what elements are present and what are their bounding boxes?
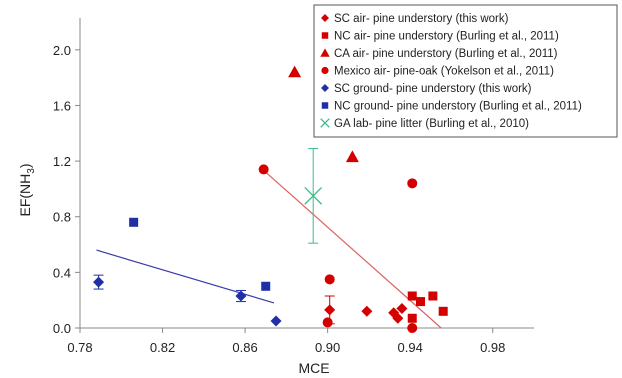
data-point: NC air- pine understory (Burling et al.,… (407, 313, 417, 323)
legend-marker (321, 84, 329, 92)
y-tick-label: 0.4 (53, 265, 71, 280)
data-point: NC ground- pine understory (Burling et a… (261, 281, 271, 291)
data-point: CA air- pine understory (Burling et al.,… (345, 150, 359, 163)
trendline (265, 171, 442, 329)
data-point: SC ground- pine understory (this work) (235, 290, 247, 302)
data-marks: SC air- pine understory (this work)SC ai… (93, 65, 448, 333)
x-tick-label: 0.86 (232, 340, 257, 355)
y-tick-label: 0.0 (53, 321, 71, 336)
data-point: Mexico air- pine-oak (Yokelson et al., 2… (258, 164, 269, 175)
y-axis-title-close: ) (17, 163, 33, 168)
y-tick-label: 1.2 (53, 154, 71, 169)
legend: SC air- pine understory (this work) NC ai… (313, 4, 618, 138)
data-point: GA lab- pine litter (Burling et al., 201… (304, 187, 323, 205)
y-axis-title-subscript: 3 (26, 168, 37, 174)
axes: 0.78 0.82 0.86 0.90 0.94 0.98 0.0 0.4 0.8 1.2 1.6 2… (53, 18, 534, 355)
y-axis-title: EF(NH3) (17, 163, 37, 216)
data-point: NC air- pine understory (Burling et al.,… (438, 306, 448, 316)
legend-label: SC air- pine understory (this work) (334, 13, 509, 25)
legend-marker (321, 32, 329, 39)
legend-marker (321, 66, 329, 75)
data-point: NC air- pine understory (Burling et al.,… (428, 291, 438, 301)
x-axis-title: MCE (298, 360, 329, 376)
data-point: Mexico air- pine-oak (Yokelson et al., 2… (407, 178, 418, 189)
legend-marker (321, 102, 329, 109)
legend-box (313, 4, 618, 138)
legend-marker (321, 14, 329, 22)
x-tick-label: 0.78 (67, 340, 92, 355)
legend-marker (320, 48, 330, 57)
data-point: SC ground- pine understory (this work) (270, 315, 282, 327)
data-point: NC air- pine understory (Burling et al.,… (407, 291, 417, 301)
legend-label: CA air- pine understory (Burling et al.,… (334, 48, 558, 60)
y-tick-label: 0.8 (53, 210, 71, 225)
data-point: CA air- pine understory (Burling et al.,… (288, 65, 302, 78)
data-point: SC air- pine understory (this work) (392, 312, 404, 324)
y-tick-label: 2.0 (53, 43, 71, 58)
trendlines (96, 171, 442, 329)
y-tick-label: 1.6 (53, 98, 71, 113)
legend-label: NC air- pine understory (Burling et al.,… (334, 31, 559, 43)
x-tick-label: 0.98 (480, 340, 505, 355)
legend-label: Mexico air- pine-oak (Yokelson et al., 2… (334, 66, 554, 78)
data-point: Mexico air- pine-oak (Yokelson et al., 2… (324, 274, 335, 285)
data-point: Mexico air- pine-oak (Yokelson et al., 2… (322, 317, 333, 328)
data-point: Mexico air- pine-oak (Yokelson et al., 2… (407, 323, 418, 333)
data-point: SC air- pine understory (this work) (324, 304, 336, 316)
legend-label: NC ground- pine understory (Burling et a… (334, 101, 582, 113)
trendline (96, 249, 275, 304)
x-tick-label: 0.90 (315, 340, 340, 355)
x-tick-label: 0.94 (398, 340, 423, 355)
data-point: NC ground- pine understory (Burling et a… (129, 217, 139, 227)
y-axis-title-main: EF(NH (17, 174, 33, 217)
legend-label: SC ground- pine understory (this work) (334, 83, 532, 95)
x-tick-label: 0.82 (150, 340, 175, 355)
data-point: NC air- pine understory (Burling et al.,… (416, 297, 425, 307)
legend-label: GA lab- pine litter (Burling et al., 201… (334, 118, 529, 130)
data-point: SC air- pine understory (this work) (361, 305, 373, 317)
legend-marker (320, 118, 330, 128)
data-point: SC air- pine understory (this work) (396, 303, 408, 315)
data-point: SC ground- pine understory (this work) (93, 276, 105, 288)
